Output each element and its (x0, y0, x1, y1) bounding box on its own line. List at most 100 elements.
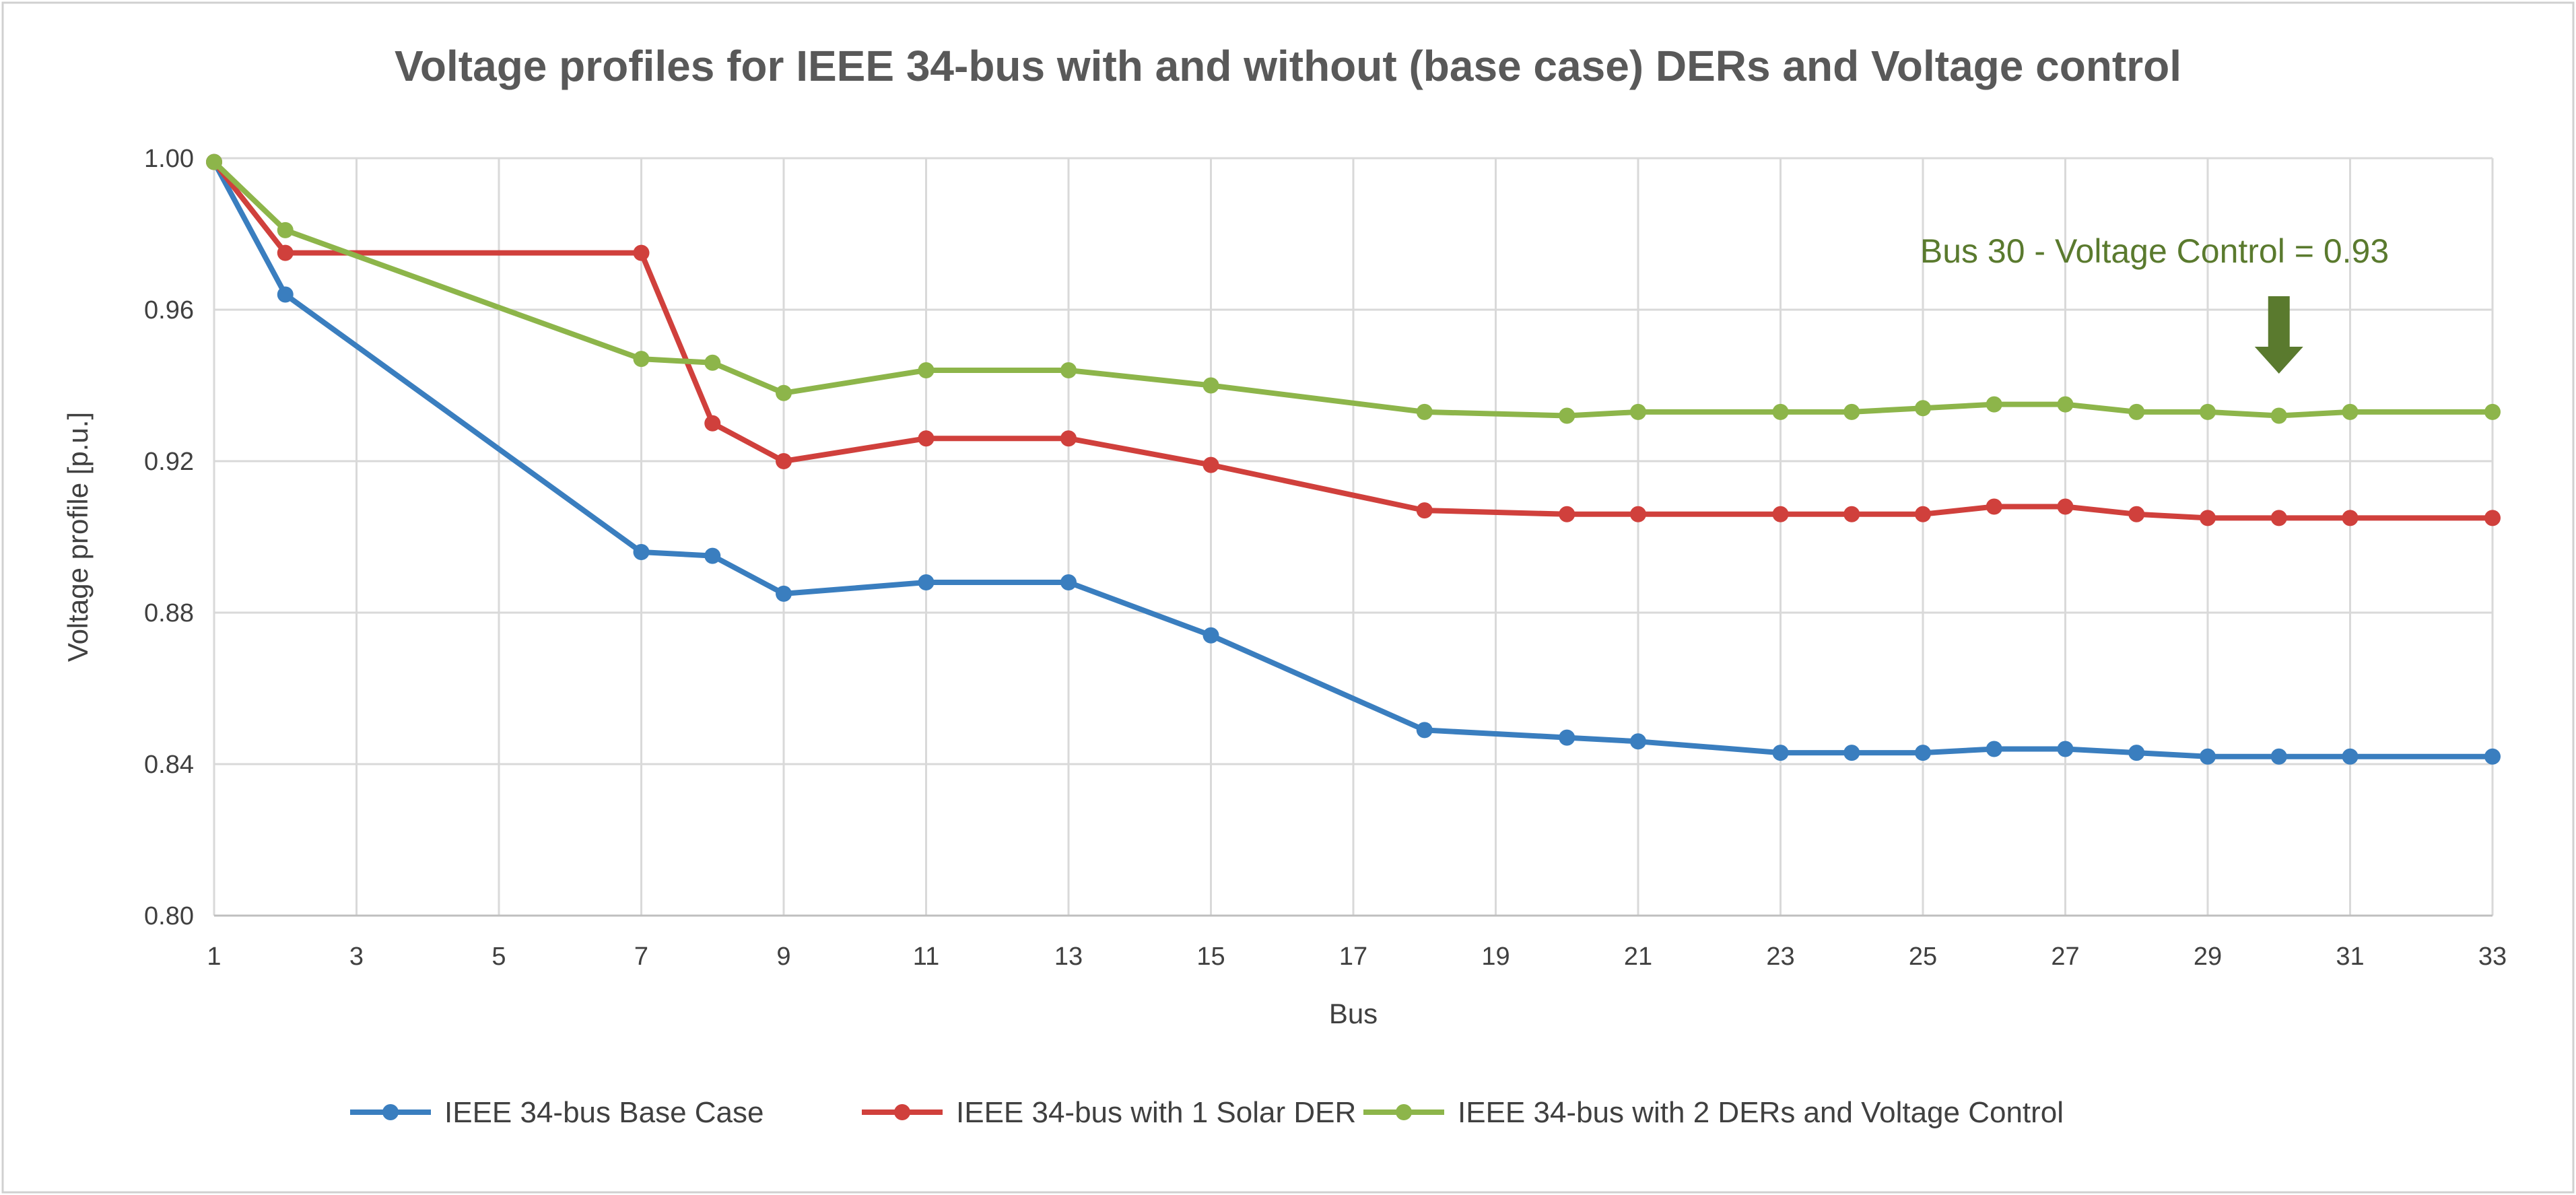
data-point (918, 574, 935, 590)
data-point (2270, 407, 2287, 424)
data-point (2342, 748, 2359, 765)
legend-label: IEEE 34-bus with 2 DERs and Voltage Cont… (1458, 1096, 2064, 1129)
data-point (2484, 748, 2501, 765)
y-tick-label: 0.92 (144, 448, 194, 476)
data-point (277, 286, 294, 303)
legend-swatch-marker (382, 1104, 399, 1120)
annotation-text: Bus 30 - Voltage Control = 0.93 (1920, 232, 2389, 270)
data-point (1416, 502, 1433, 519)
data-point (1416, 722, 1433, 739)
data-point (1202, 627, 1219, 644)
data-point (1915, 400, 1931, 417)
data-point (1060, 430, 1077, 447)
legend-swatch-marker (1396, 1104, 1412, 1120)
data-point (1630, 733, 1646, 750)
x-tick-label: 15 (1196, 943, 1225, 971)
data-point (1060, 362, 1077, 378)
legend-label: IEEE 34-bus with 1 Solar DER (956, 1096, 1356, 1129)
data-point (1559, 407, 1575, 424)
data-point (918, 362, 935, 378)
y-tick-label: 0.84 (144, 751, 194, 779)
x-tick-label: 9 (776, 943, 790, 971)
x-tick-label: 33 (2478, 943, 2507, 971)
data-point (633, 244, 650, 261)
axes: 0.800.840.880.920.961.001 3 5 7 9 11 13 15 17 19 2… (144, 145, 2507, 971)
data-point (2270, 510, 2287, 526)
y-tick-label: 0.80 (144, 902, 194, 930)
y-tick-label: 0.88 (144, 599, 194, 627)
data-point (1060, 574, 1077, 590)
data-point (633, 351, 650, 368)
grid-lines (213, 157, 2494, 917)
y-tick-label: 0.96 (144, 296, 194, 325)
x-tick-label: 11 (913, 943, 939, 971)
x-tick-label: 27 (2051, 943, 2079, 971)
x-tick-label: 23 (1766, 943, 1794, 971)
y-axis-label: Voltage profile [p.u.] (62, 412, 94, 662)
data-point (1915, 506, 1931, 522)
x-axis-label: Bus (1329, 998, 1378, 1029)
data-point (704, 547, 721, 564)
data-point (1986, 396, 2002, 413)
x-tick-label: 19 (1481, 943, 1510, 971)
data-point (1843, 403, 1860, 420)
data-point (1843, 506, 1860, 522)
x-tick-label: 1 (207, 943, 221, 971)
data-point (2057, 498, 2074, 515)
y-tick-label: 1.00 (144, 145, 194, 173)
x-tick-label: 7 (634, 943, 648, 971)
data-point (1915, 745, 1931, 761)
chart-title: Voltage profiles for IEEE 34-bus with an… (395, 42, 2181, 90)
data-point (2200, 510, 2216, 526)
data-point (1630, 506, 1646, 522)
data-point (1202, 456, 1219, 473)
x-tick-label: 29 (2194, 943, 2222, 971)
x-tick-label: 21 (1624, 943, 1652, 971)
data-point (206, 153, 222, 170)
data-point (1416, 403, 1433, 420)
data-point (918, 430, 935, 447)
data-point (704, 354, 721, 371)
x-tick-label: 13 (1054, 943, 1083, 971)
data-point (1986, 498, 2002, 515)
data-point (633, 544, 650, 560)
down-arrow-icon (2254, 296, 2303, 374)
data-point (2057, 396, 2074, 413)
data-point (2057, 741, 2074, 757)
data-point (776, 585, 792, 602)
data-point (1630, 403, 1646, 420)
data-point (1772, 506, 1789, 522)
legend-label: IEEE 34-bus Base Case (444, 1096, 764, 1129)
data-point (1843, 745, 1860, 761)
data-point (2270, 748, 2287, 765)
data-point (1202, 377, 1219, 394)
x-tick-label: 31 (2336, 943, 2364, 971)
series-lines (206, 153, 2501, 765)
data-point (776, 453, 792, 469)
data-point (704, 415, 721, 432)
data-point (2342, 403, 2359, 420)
data-point (2484, 403, 2501, 420)
data-point (1772, 745, 1789, 761)
data-point (2128, 506, 2145, 522)
data-point (2128, 403, 2145, 420)
data-point (2200, 748, 2216, 765)
x-tick-label: 25 (1909, 943, 1937, 971)
data-point (1772, 403, 1789, 420)
data-point (1559, 506, 1575, 522)
data-point (1559, 729, 1575, 746)
data-point (2128, 745, 2145, 761)
legend: IEEE 34-bus Base Case IEEE 34-bus with 1 … (350, 1096, 2064, 1129)
x-tick-label: 17 (1339, 943, 1367, 971)
x-tick-label: 5 (492, 943, 506, 971)
annotation: Bus 30 - Voltage Control = 0.93 (1920, 232, 2389, 374)
data-point (277, 244, 294, 261)
x-tick-label: 3 (349, 943, 364, 971)
data-point (776, 384, 792, 401)
data-point (2200, 403, 2216, 420)
data-point (277, 221, 294, 238)
data-point (2342, 510, 2359, 526)
legend-swatch-marker (894, 1104, 910, 1120)
